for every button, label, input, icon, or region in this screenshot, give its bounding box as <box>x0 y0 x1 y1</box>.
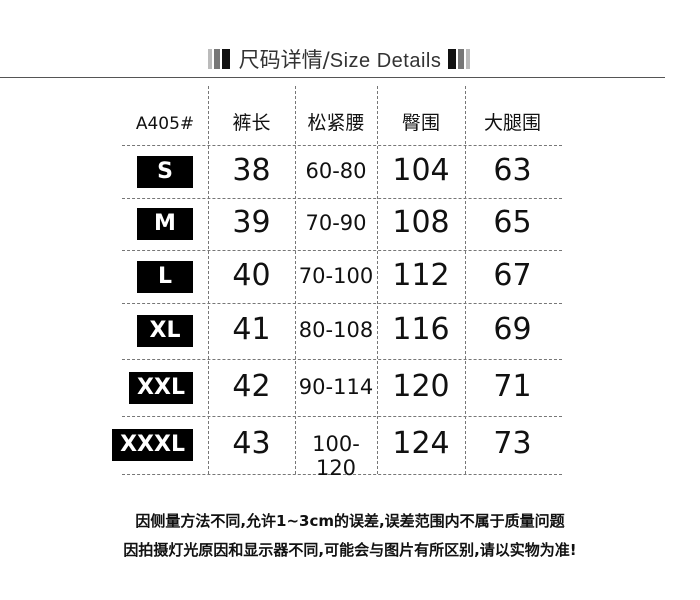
size-badge: XL <box>137 315 193 347</box>
cell-thigh: 69 <box>493 312 532 347</box>
cell-length: 38 <box>232 152 271 188</box>
cell-waist: 90-114 <box>298 374 374 399</box>
column-divider <box>208 86 209 474</box>
cell-length: 43 <box>232 426 271 461</box>
row-divider <box>122 359 562 360</box>
cell-hip: 112 <box>392 257 450 293</box>
cell-waist: 70-90 <box>305 211 367 235</box>
cell-length: 40 <box>232 257 271 293</box>
column-divider <box>295 86 296 474</box>
cell-waist: 60-80 <box>305 158 367 183</box>
size-badge: XXL <box>129 371 193 404</box>
title-cn: 尺码详情 <box>238 48 323 72</box>
row-divider <box>122 145 562 146</box>
title-separator: / <box>322 48 330 72</box>
cell-waist: 70-100 <box>298 263 374 288</box>
size-badge: S <box>137 155 193 188</box>
cell-hip: 124 <box>392 426 450 461</box>
column-divider <box>377 86 378 474</box>
size-badge: XXXL <box>112 429 193 461</box>
column-header: 臀围 <box>401 112 440 134</box>
cell-thigh: 65 <box>493 205 532 240</box>
cell-thigh: 73 <box>493 426 532 461</box>
title-en: Size Details <box>329 50 442 72</box>
cell-waist: 80-108 <box>298 318 374 342</box>
title-bars-left-icon <box>207 49 232 74</box>
row-divider <box>122 250 562 251</box>
column-header: A405# <box>135 114 195 134</box>
row-divider <box>122 303 562 304</box>
cell-hip: 104 <box>392 152 450 188</box>
row-divider <box>122 474 562 475</box>
cell-hip: 108 <box>392 205 450 240</box>
cell-hip: 116 <box>392 312 450 347</box>
column-header: 松紧腰 <box>307 112 365 134</box>
cell-thigh: 71 <box>493 368 532 404</box>
note-line-2: 因拍摄灯光原因和显示器不同,可能会与图片有所区别,请以实物为准! <box>123 541 577 559</box>
cell-waist: 100-120 <box>312 432 360 480</box>
cell-length: 42 <box>232 368 271 404</box>
cell-hip: 120 <box>392 368 450 404</box>
row-divider <box>122 198 562 199</box>
size-badge: L <box>137 260 193 293</box>
title-bars-right-icon <box>448 49 472 74</box>
row-divider <box>122 416 562 417</box>
note-line-1: 因侧量方法不同,允许1~3cm的误差,误差范围内不属于质量问题 <box>135 512 565 530</box>
column-header: 大腿围 <box>483 112 541 134</box>
cell-thigh: 63 <box>493 152 532 188</box>
section-title: 尺码详情/Size Details <box>0 44 680 74</box>
title-divider <box>0 77 665 78</box>
column-divider <box>465 86 466 474</box>
column-header: 裤长 <box>232 112 271 134</box>
cell-length: 41 <box>232 312 271 347</box>
cell-thigh: 67 <box>493 257 532 293</box>
size-badge: M <box>137 208 193 240</box>
cell-length: 39 <box>232 205 271 240</box>
